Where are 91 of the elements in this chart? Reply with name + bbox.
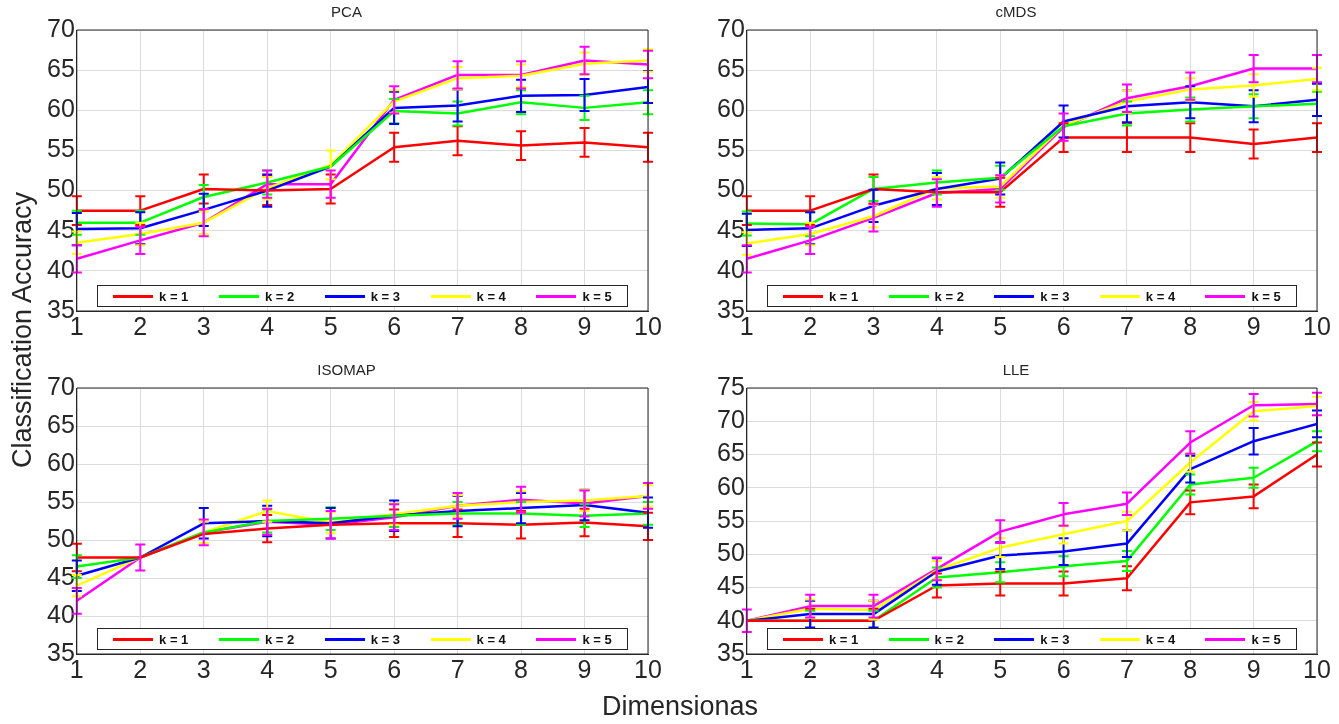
y-tick-label: 45 bbox=[717, 214, 745, 243]
legend-label: k = 3 bbox=[370, 288, 400, 304]
x-tick-label: 3 bbox=[196, 654, 211, 683]
x-tick-label: 4 bbox=[260, 654, 275, 683]
legend-label: k = 5 bbox=[582, 631, 612, 647]
legend-label: k = 5 bbox=[582, 288, 612, 304]
x-axis-title: Dimensionas bbox=[601, 690, 759, 722]
x-tick-label: 3 bbox=[196, 311, 211, 340]
x-tick-label: 7 bbox=[1119, 654, 1134, 683]
x-tick-label: 5 bbox=[323, 311, 338, 340]
legend-label: k = 2 bbox=[264, 288, 295, 304]
chart-title: ISOMAP bbox=[317, 361, 376, 379]
chart-title: cMDS bbox=[995, 3, 1037, 21]
x-tick-label: 8 bbox=[514, 311, 529, 340]
x-tick-label: 3 bbox=[866, 654, 881, 683]
y-tick-label: 50 bbox=[47, 174, 75, 203]
legend-label: k = 1 bbox=[828, 631, 859, 647]
x-tick-label: 6 bbox=[387, 311, 402, 340]
y-tick-label: 40 bbox=[47, 254, 75, 283]
legend-label: k = 1 bbox=[828, 288, 859, 304]
y-tick-label: 65 bbox=[47, 54, 75, 83]
x-tick-label: 8 bbox=[514, 654, 529, 683]
x-tick-label: 8 bbox=[1183, 654, 1198, 683]
x-tick-label: 2 bbox=[803, 311, 818, 340]
x-tick-label: 2 bbox=[133, 311, 148, 340]
y-tick-label: 75 bbox=[717, 371, 745, 400]
y-axis-title: Classification Accuracy bbox=[6, 191, 38, 469]
legend-label: k = 3 bbox=[370, 631, 400, 647]
legend-label: k = 4 bbox=[1145, 631, 1176, 647]
x-tick-label: 9 bbox=[1246, 311, 1261, 340]
x-tick-label: 7 bbox=[1119, 311, 1134, 340]
y-tick-label: 40 bbox=[717, 604, 745, 633]
chart-title: LLE bbox=[1002, 361, 1030, 379]
y-tick-label: 65 bbox=[717, 54, 745, 83]
y-tick-label: 65 bbox=[47, 409, 75, 438]
legend-label: k = 2 bbox=[934, 631, 964, 647]
x-tick-label: 5 bbox=[993, 654, 1008, 683]
y-tick-label: 50 bbox=[717, 174, 745, 203]
y-tick-label: 55 bbox=[47, 485, 75, 514]
x-tick-label: 9 bbox=[1246, 654, 1261, 683]
y-tick-label: 70 bbox=[47, 371, 75, 400]
y-tick-label: 70 bbox=[47, 13, 75, 42]
x-tick-label: 4 bbox=[929, 311, 944, 340]
x-tick-label: 10 bbox=[1303, 654, 1331, 683]
legend-label: k = 1 bbox=[159, 631, 189, 647]
y-tick-label: 40 bbox=[717, 254, 745, 283]
y-tick-label: 45 bbox=[47, 561, 75, 590]
y-tick-label: 45 bbox=[47, 214, 75, 243]
y-tick-label: 50 bbox=[47, 523, 75, 552]
y-tick-label: 55 bbox=[47, 134, 75, 163]
legend-label: k = 4 bbox=[476, 631, 506, 647]
y-tick-label: 55 bbox=[717, 134, 745, 163]
legend-label: k = 1 bbox=[159, 288, 189, 304]
x-tick-label: 7 bbox=[450, 311, 465, 340]
y-tick-label: 60 bbox=[717, 94, 745, 123]
x-tick-label: 10 bbox=[1303, 311, 1331, 340]
legend-label: k = 5 bbox=[1251, 631, 1281, 647]
x-tick-label: 6 bbox=[1056, 311, 1071, 340]
legend-label: k = 4 bbox=[1145, 288, 1176, 304]
x-tick-label: 5 bbox=[993, 311, 1008, 340]
x-tick-label: 3 bbox=[866, 311, 881, 340]
x-tick-label: 10 bbox=[634, 311, 662, 340]
legend-label: k = 2 bbox=[264, 631, 295, 647]
legend-label: k = 3 bbox=[1040, 288, 1070, 304]
x-tick-label: 2 bbox=[133, 654, 148, 683]
legend-label: k = 3 bbox=[1040, 631, 1070, 647]
y-tick-label: 60 bbox=[47, 94, 75, 123]
x-tick-label: 9 bbox=[577, 654, 592, 683]
x-tick-label: 9 bbox=[577, 311, 592, 340]
x-tick-label: 6 bbox=[387, 654, 402, 683]
y-tick-label: 70 bbox=[717, 13, 745, 42]
y-tick-label: 45 bbox=[717, 571, 745, 600]
legend-label: k = 2 bbox=[934, 288, 964, 304]
x-tick-label: 4 bbox=[929, 654, 944, 683]
x-tick-label: 5 bbox=[323, 654, 338, 683]
legend-label: k = 5 bbox=[1251, 288, 1281, 304]
legend-label: k = 4 bbox=[476, 288, 506, 304]
x-tick-label: 8 bbox=[1183, 311, 1198, 340]
y-tick-label: 65 bbox=[717, 438, 745, 467]
x-tick-label: 10 bbox=[634, 654, 662, 683]
y-tick-label: 60 bbox=[717, 471, 745, 500]
x-tick-label: 7 bbox=[450, 654, 465, 683]
y-tick-label: 40 bbox=[47, 599, 75, 628]
x-tick-label: 4 bbox=[260, 311, 275, 340]
x-tick-label: 6 bbox=[1056, 654, 1071, 683]
y-tick-label: 50 bbox=[717, 538, 745, 567]
x-tick-label: 2 bbox=[803, 654, 818, 683]
y-tick-label: 70 bbox=[717, 405, 745, 434]
chart-title: PCA bbox=[331, 3, 362, 21]
y-tick-label: 60 bbox=[47, 447, 75, 476]
y-tick-label: 55 bbox=[717, 504, 745, 533]
